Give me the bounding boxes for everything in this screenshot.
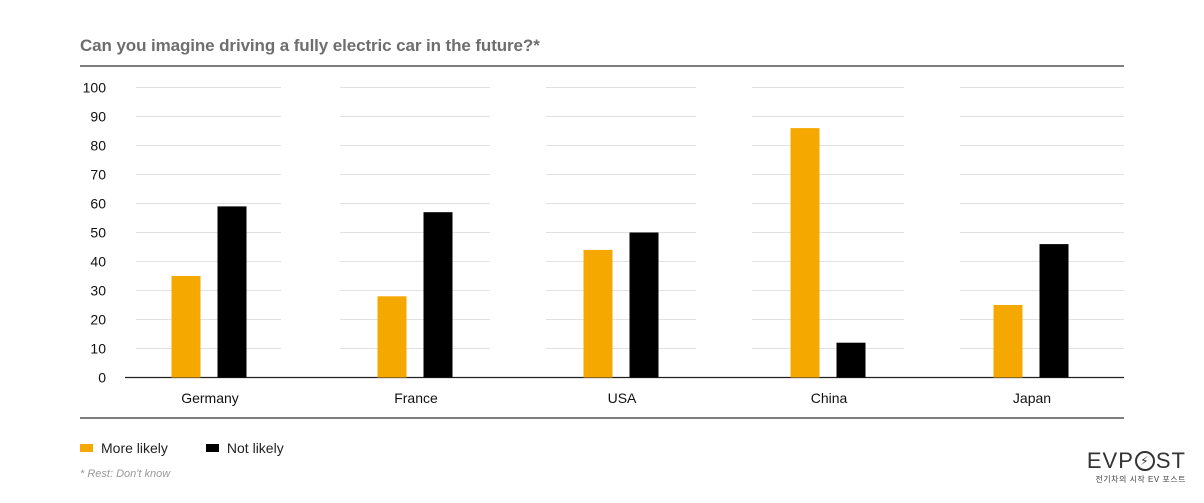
legend-swatch-more-likely	[80, 444, 93, 452]
bar-germany-not-likely	[217, 206, 247, 378]
bar-usa-not-likely	[629, 232, 659, 378]
logo-text-left: EVP	[1086, 448, 1134, 473]
bar-china-more-likely	[790, 128, 820, 378]
y-tick-label-20: 20	[90, 312, 106, 328]
x-tick-label-france: France	[394, 390, 438, 406]
x-tick-label-japan: Japan	[1013, 390, 1051, 406]
y-tick-label-40: 40	[90, 254, 106, 270]
legend-swatch-not-likely	[205, 444, 219, 452]
bar-usa-more-likely	[583, 249, 613, 378]
bar-france-not-likely	[423, 212, 453, 378]
footnote: * Rest: Don't know	[80, 468, 171, 480]
logo-text-right: ST	[1155, 448, 1186, 473]
legend-item-more-likely: More likely	[80, 440, 168, 456]
bar-france-more-likely	[377, 296, 407, 378]
y-tick-label-60: 60	[90, 196, 106, 212]
bar-germany-more-likely	[171, 276, 201, 378]
y-tick-label-10: 10	[90, 341, 106, 357]
legend-item-not-likely: Not likely	[205, 440, 284, 456]
y-tick-label-80: 80	[90, 138, 106, 154]
lightning-bolt-icon: ⚡	[1134, 451, 1155, 471]
gridlines	[136, 87, 1124, 349]
y-tick-label-90: 90	[90, 109, 106, 125]
y-tick-label-50: 50	[90, 225, 106, 241]
bar-japan-not-likely	[1039, 244, 1069, 378]
legend: More likely Not likely	[80, 440, 322, 456]
y-tick-labels: 0 10 20 30 40 50 60 70 80 90 100	[83, 80, 107, 386]
evpost-logo: EVP ⚡ ST 전기차의 시작 EV 포스트	[1087, 450, 1186, 485]
logo-tagline: 전기차의 시작 EV 포스트	[1095, 475, 1186, 484]
bar-china-not-likely	[836, 342, 866, 378]
x-tick-label-usa: USA	[608, 390, 637, 406]
x-tick-label-china: China	[811, 390, 848, 406]
y-tick-label-100: 100	[83, 80, 107, 96]
legend-label-not-likely: Not likely	[226, 440, 284, 456]
bars	[171, 128, 1069, 378]
legend-label-more-likely: More likely	[101, 440, 168, 456]
y-tick-label-70: 70	[90, 167, 106, 183]
x-tick-label-germany: Germany	[181, 390, 239, 406]
y-tick-label-30: 30	[90, 283, 106, 299]
y-tick-label-0: 0	[98, 370, 106, 386]
bar-japan-more-likely	[993, 305, 1023, 378]
chart-title: Can you imagine driving a fully electric…	[80, 36, 540, 55]
x-tick-labels: Germany France USA China Japan	[181, 390, 1051, 406]
